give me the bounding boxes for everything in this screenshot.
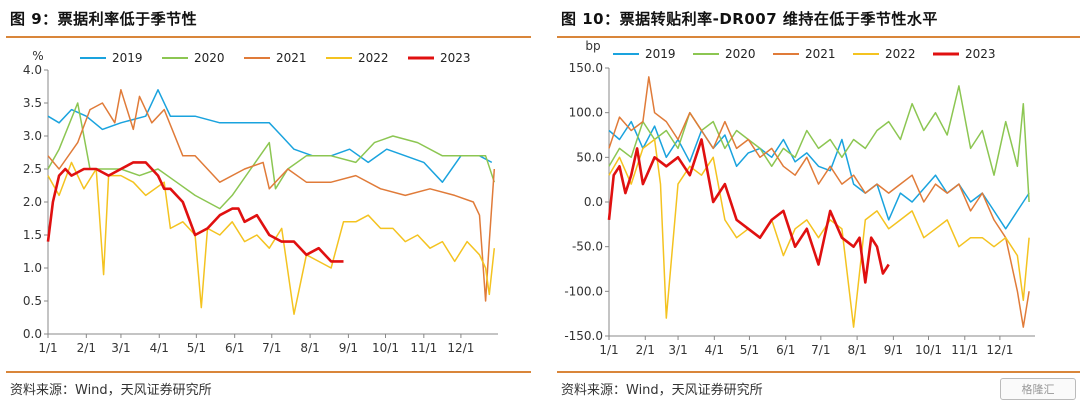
figure-10-chart: bp 150.0 100.0 50.0 0.0 -50.0 -100.0 -150.01/1 2… xyxy=(564,39,1035,357)
legend-label-2021: 2021 xyxy=(276,51,307,65)
x-tick-label: 6/1 xyxy=(776,343,795,357)
x-tick-label: 7/1 xyxy=(262,341,281,355)
series-line-2022 xyxy=(608,138,1030,328)
x-tick-label: 7/1 xyxy=(811,343,830,357)
source-rule xyxy=(557,371,1080,373)
y-tick-label: 50.0 xyxy=(576,150,603,164)
series-line-2023 xyxy=(607,138,890,284)
x-tick-label: 12/1 xyxy=(986,343,1013,357)
y-tick-label: 1.5 xyxy=(23,228,42,242)
y-tick-label: 150.0 xyxy=(569,61,603,75)
figure-9-source: 资料来源：Wind，天风证券研究所 xyxy=(10,383,212,398)
y-tick-label: 4.0 xyxy=(23,63,42,77)
series-line-2019 xyxy=(47,89,493,183)
y-tick-label: 0.5 xyxy=(23,294,42,308)
x-tick-label: 3/1 xyxy=(668,343,687,357)
legend-label-2023: 2023 xyxy=(965,47,996,61)
y-tick-label: -150.0 xyxy=(564,329,603,343)
x-tick-label: 11/1 xyxy=(410,341,437,355)
x-tick-label: 2/1 xyxy=(636,343,655,357)
legend-label-2022: 2022 xyxy=(885,47,916,61)
x-tick-label: 9/1 xyxy=(339,341,358,355)
figure-10-title: 图 10：票据转贴利率-DR007 维持在低于季节性水平 xyxy=(561,10,938,28)
y-tick-label: 100.0 xyxy=(569,106,603,120)
y-tick-label: 0.0 xyxy=(23,327,42,341)
series-line-2021 xyxy=(47,89,496,302)
y-tick-label: 0.0 xyxy=(584,195,603,209)
x-tick-label: 10/1 xyxy=(372,341,399,355)
y-tick-label: -50.0 xyxy=(572,240,603,254)
y-unit-label: % xyxy=(32,49,43,63)
x-tick-label: 4/1 xyxy=(150,341,169,355)
legend-label-2022: 2022 xyxy=(358,51,389,65)
x-tick-label: 9/1 xyxy=(884,343,903,357)
x-tick-label: 2/1 xyxy=(77,341,96,355)
x-tick-label: 1/1 xyxy=(599,343,618,357)
series-line-2022 xyxy=(47,161,496,315)
series-line-2019 xyxy=(608,120,1030,230)
watermark-logo: 格隆汇 xyxy=(1000,378,1076,400)
y-unit-label: bp xyxy=(585,39,600,53)
legend-label-2020: 2020 xyxy=(725,47,756,61)
x-tick-label: 8/1 xyxy=(847,343,866,357)
y-tick-label: 3.5 xyxy=(23,96,42,110)
legend-label-2019: 2019 xyxy=(112,51,143,65)
source-rule xyxy=(6,371,531,373)
x-tick-label: 3/1 xyxy=(111,341,130,355)
figure-10-source: 资料来源：Wind，天风证券研究所 xyxy=(561,383,763,398)
y-tick-label: 3.0 xyxy=(23,129,42,143)
x-tick-label: 1/1 xyxy=(38,341,57,355)
title-rule xyxy=(6,36,531,38)
x-tick-label: 5/1 xyxy=(187,341,206,355)
x-tick-label: 12/1 xyxy=(447,341,474,355)
y-tick-label: -100.0 xyxy=(564,284,603,298)
title-rule xyxy=(557,36,1080,38)
x-tick-label: 5/1 xyxy=(740,343,759,357)
legend-label-2020: 2020 xyxy=(194,51,225,65)
legend-label-2019: 2019 xyxy=(645,47,676,61)
x-tick-label: 4/1 xyxy=(705,343,724,357)
y-tick-label: 2.0 xyxy=(23,195,42,209)
figure-10-panel: 图 10：票据转贴利率-DR007 维持在低于季节性水平 bp 150.0 100.… xyxy=(557,0,1080,404)
y-tick-label: 2.5 xyxy=(23,162,42,176)
x-tick-label: 8/1 xyxy=(300,341,319,355)
figure-9-title: 图 9：票据利率低于季节性 xyxy=(10,10,198,28)
figure-9-chart: %4.0 3.5 3.0 2.5 2.0 1.5 1.0 0.5 0.01/1 2/1 3/1 4/1… xyxy=(23,49,498,355)
x-tick-label: 11/1 xyxy=(951,343,978,357)
x-tick-label: 6/1 xyxy=(225,341,244,355)
y-tick-label: 1.0 xyxy=(23,261,42,275)
figure-9-panel: 图 9：票据利率低于季节性 % 4.0 3.5 3.0 2.5 2.0 1.5 1.0 0.5 0… xyxy=(6,0,531,404)
series-line-2023 xyxy=(46,161,344,263)
legend-label-2021: 2021 xyxy=(805,47,836,61)
series-line-2020 xyxy=(608,85,1030,203)
legend-label-2023: 2023 xyxy=(440,51,471,65)
series-line-2021 xyxy=(608,76,1030,328)
x-tick-label: 10/1 xyxy=(915,343,942,357)
series-line-2020 xyxy=(47,102,496,210)
